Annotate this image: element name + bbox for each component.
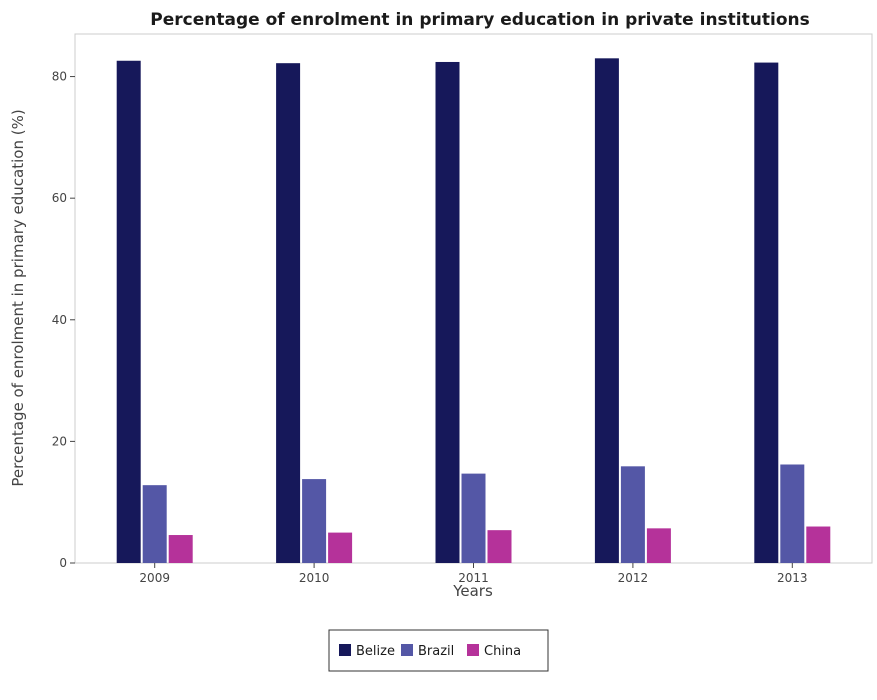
chart-title: Percentage of enrolment in primary educa… bbox=[150, 10, 809, 30]
legend-swatch-china bbox=[467, 644, 479, 656]
y-axis-label: Percentage of enrolment in primary educa… bbox=[9, 109, 27, 486]
bar-brazil-2010 bbox=[302, 479, 327, 563]
x-axis: 2009 2010 2011 2012 2013 bbox=[139, 563, 808, 585]
bar-brazil-2013 bbox=[780, 464, 805, 563]
x-tick-label: 2010 bbox=[299, 571, 330, 585]
x-axis-label: Years bbox=[452, 582, 493, 600]
y-tick-label: 0 bbox=[59, 556, 67, 570]
bar-belize-2011 bbox=[435, 61, 460, 563]
x-tick-label: 2012 bbox=[618, 571, 649, 585]
legend-label-china: China bbox=[484, 644, 521, 659]
bar-belize-2013 bbox=[754, 62, 779, 564]
bars bbox=[116, 58, 831, 564]
bar-china-2009 bbox=[168, 535, 193, 563]
bar-china-2013 bbox=[806, 526, 831, 563]
x-tick-label: 2009 bbox=[139, 571, 170, 585]
y-tick-label: 60 bbox=[52, 191, 67, 205]
bar-belize-2009 bbox=[116, 60, 141, 563]
legend: Belize Brazil China bbox=[328, 629, 549, 672]
legend-label-belize: Belize bbox=[356, 644, 395, 659]
legend-swatch-brazil bbox=[401, 644, 413, 656]
y-tick-label: 20 bbox=[52, 434, 67, 448]
bar-china-2010 bbox=[328, 532, 353, 563]
x-tick-label: 2011 bbox=[458, 571, 489, 585]
y-axis: 0 20 40 60 80 bbox=[52, 70, 75, 570]
y-tick-label: 80 bbox=[52, 70, 67, 84]
bar-brazil-2011 bbox=[461, 473, 486, 563]
bar-china-2012 bbox=[646, 528, 671, 563]
bar-belize-2012 bbox=[594, 58, 619, 563]
bar-brazil-2012 bbox=[620, 466, 645, 563]
x-tick-label: 2013 bbox=[777, 571, 808, 585]
bar-belize-2010 bbox=[276, 63, 301, 563]
legend-label-brazil: Brazil bbox=[418, 644, 454, 659]
bar-brazil-2009 bbox=[142, 485, 167, 563]
bar-china-2011 bbox=[487, 530, 512, 563]
legend-swatch-belize bbox=[339, 644, 351, 656]
legend-box bbox=[328, 629, 549, 672]
y-tick-label: 40 bbox=[52, 313, 67, 327]
